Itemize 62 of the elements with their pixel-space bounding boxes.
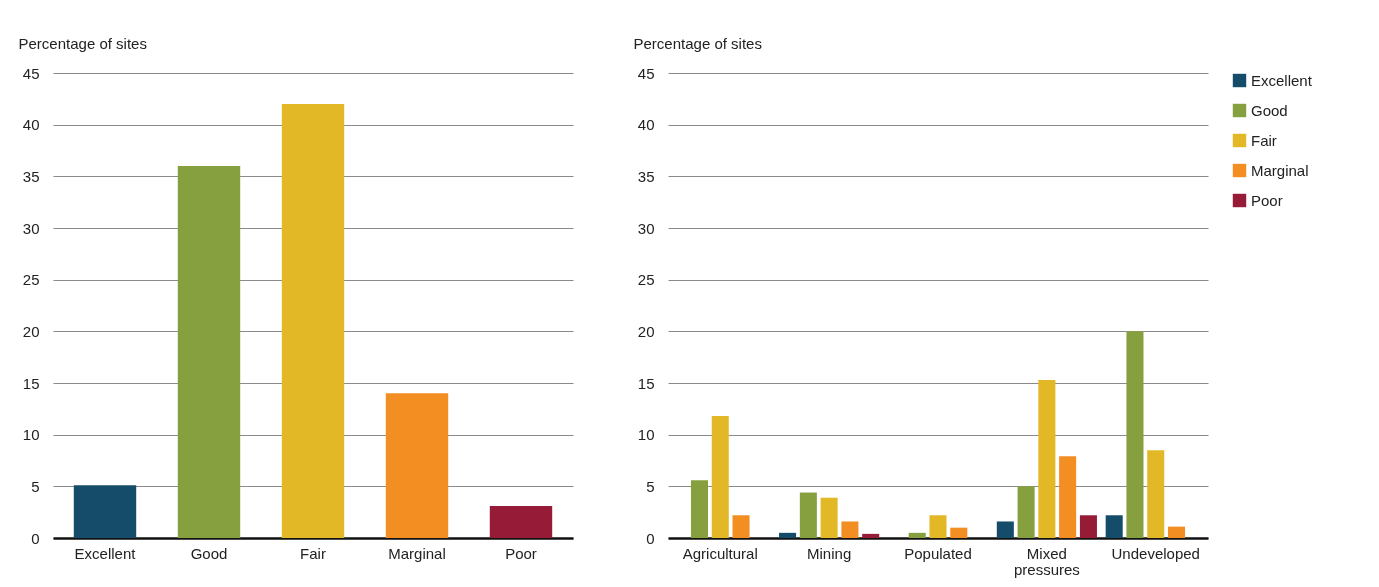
bar [799, 492, 817, 538]
bar [950, 527, 968, 538]
legend-label: Excellent [1251, 71, 1313, 89]
bar [281, 104, 345, 538]
y-tick-label: 20 [637, 322, 655, 340]
y-axis-title: Percentage of sites [18, 34, 147, 52]
bar [1059, 456, 1077, 538]
legend-label: Poor [1251, 191, 1283, 209]
bar [690, 480, 708, 538]
y-tick-label: 35 [637, 167, 655, 185]
y-tick-label: 15 [22, 374, 40, 392]
bar [1038, 379, 1056, 538]
bar [73, 485, 137, 538]
y-tick-label: 45 [637, 64, 655, 82]
y-tick-label: 30 [637, 219, 655, 237]
x-tick-label: Mining [807, 544, 852, 562]
bar [820, 497, 838, 538]
x-tick-label: Excellent [74, 544, 137, 562]
bar [711, 416, 729, 538]
bar [489, 505, 553, 538]
bar [1168, 526, 1186, 538]
bar [385, 393, 449, 538]
y-tick-label: 0 [646, 529, 655, 547]
y-axis-title: Percentage of sites [633, 34, 762, 52]
y-tick-label: 45 [22, 64, 40, 82]
y-tick-label: 20 [22, 322, 40, 340]
y-tick-label: 10 [637, 426, 655, 444]
bar [732, 515, 750, 538]
y-tick-label: 0 [31, 529, 40, 547]
y-tick-label: 25 [22, 271, 40, 289]
y-tick-label: 5 [646, 477, 655, 495]
x-tick-label: Populated [904, 544, 972, 562]
bar [841, 521, 859, 538]
x-tick-label: Mixed pressures [1013, 544, 1080, 578]
y-tick-label: 5 [31, 477, 40, 495]
bar [1079, 515, 1097, 538]
y-tick-label: 35 [22, 167, 40, 185]
bar [1105, 515, 1123, 538]
bar [908, 532, 926, 538]
bar [1017, 486, 1035, 538]
y-tick-label: 25 [637, 271, 655, 289]
y-tick-label: 40 [637, 116, 655, 134]
legend-label: Fair [1251, 131, 1277, 149]
bar [1147, 450, 1165, 538]
y-tick-label: 15 [637, 374, 655, 392]
y-tick-label: 10 [22, 426, 40, 444]
x-tick-label: Good [190, 544, 228, 562]
bar [929, 515, 947, 538]
x-tick-label: Poor [505, 544, 537, 562]
x-tick-label: Undeveloped [1111, 544, 1200, 562]
y-tick-label: 30 [22, 219, 40, 237]
bar [177, 166, 241, 538]
x-tick-label: Fair [300, 544, 326, 562]
legend-label: Good [1251, 101, 1288, 119]
x-tick-label: Agricultural [682, 544, 758, 562]
bar [862, 533, 880, 538]
bar [779, 532, 797, 538]
bar [1126, 331, 1144, 538]
legend-label: Marginal [1251, 161, 1309, 179]
bar [996, 521, 1014, 538]
x-tick-label: Marginal [388, 544, 446, 562]
y-tick-label: 40 [22, 116, 40, 134]
